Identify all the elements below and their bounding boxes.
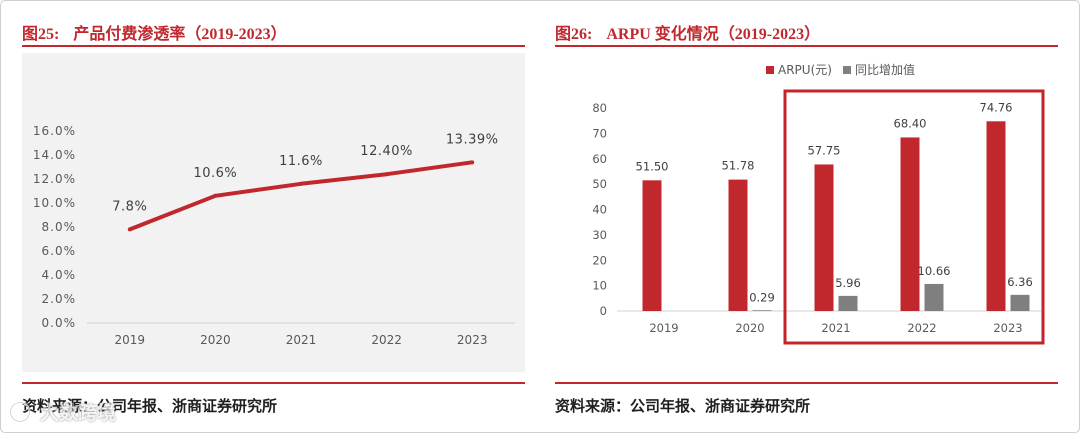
x-tick-label: 2023 bbox=[993, 321, 1022, 335]
figure-25-label: 图25: bbox=[22, 26, 60, 43]
y-tick-label: 30 bbox=[592, 228, 607, 242]
y-tick-label: 70 bbox=[592, 126, 607, 140]
arpu-bar bbox=[728, 179, 748, 311]
penetration-data-point bbox=[470, 160, 475, 165]
figure-25-title-rule bbox=[22, 45, 525, 47]
y-tick-label: 0 bbox=[600, 304, 607, 318]
y-tick-label: 14.0% bbox=[33, 148, 76, 162]
penetration-data-label: 10.6% bbox=[193, 166, 237, 181]
y-tick-label: 40 bbox=[592, 203, 607, 217]
y-tick-label: 2.0% bbox=[42, 292, 77, 306]
arpu-data-label: 57.75 bbox=[808, 143, 841, 157]
x-tick-label: 2020 bbox=[200, 333, 231, 347]
x-tick-label: 2022 bbox=[371, 333, 402, 347]
x-tick-label: 2021 bbox=[286, 333, 317, 347]
arpu-bar bbox=[814, 164, 834, 311]
y-tick-label: 0.0% bbox=[42, 316, 77, 330]
penetration-series-line bbox=[129, 160, 473, 232]
figure-25-title-text: 产品付费渗透率（2019-2023） bbox=[73, 26, 287, 43]
y-tick-label: 10.0% bbox=[33, 196, 76, 210]
y-tick-label: 16.0% bbox=[33, 124, 76, 138]
figure-25-panel: 图25: 产品付费渗透率（2019-2023） 0.0% 2.0% 4.0% 6.0% 8… bbox=[22, 1, 525, 432]
yoy-increase-data-label: 6.36 bbox=[1007, 275, 1033, 289]
y-tick-label: 20 bbox=[592, 253, 607, 267]
penetration-data-label: 13.39% bbox=[446, 132, 499, 147]
yoy-increase-data-label: 5.96 bbox=[835, 276, 861, 290]
x-tick-label: 2020 bbox=[735, 321, 764, 335]
penetration-chart-area: 0.0% 2.0% 4.0% 6.0% 8.0% 10.0% 12.0% 14.0% 16.0%… bbox=[22, 53, 525, 372]
arpu-chart-area: 0 10 20 30 40 50 60 70 80 2019 2020 2021 2022 2023 51.… bbox=[555, 53, 1058, 372]
arpu-bar bbox=[986, 121, 1006, 311]
figure-26-source-rule bbox=[555, 382, 1058, 384]
figure-25-source: 资料来源：公司年报、浙商证券研究所 bbox=[22, 399, 278, 415]
yoy-increase-bar bbox=[1010, 294, 1030, 311]
penetration-data-label: 12.40% bbox=[360, 144, 413, 159]
x-tick-label: 2021 bbox=[821, 321, 850, 335]
yoy-increase-bar bbox=[924, 283, 944, 311]
x-tick-label: 2019 bbox=[649, 321, 678, 335]
y-tick-label: 6.0% bbox=[42, 244, 77, 258]
figure-26-title-rule bbox=[555, 45, 1058, 47]
arpu-data-label: 51.78 bbox=[722, 159, 755, 173]
legend-item-arpu: ARPU(元) bbox=[766, 63, 832, 77]
y-tick-label: 60 bbox=[592, 152, 607, 166]
figure-26-title: 图26: ARPU 变化情况（2019-2023） bbox=[555, 20, 821, 43]
x-tick-label: 2022 bbox=[907, 321, 936, 335]
penetration-data-label: 7.8% bbox=[112, 199, 147, 214]
penetration-data-point bbox=[127, 227, 132, 232]
yoy-increase-bar bbox=[838, 295, 858, 311]
legend-swatch-arpu bbox=[766, 66, 774, 74]
arpu-data-label: 51.50 bbox=[636, 159, 669, 173]
highlight-box-2021-2023 bbox=[783, 89, 1045, 345]
arpu-bar bbox=[900, 137, 920, 311]
legend-label-arpu: ARPU(元) bbox=[778, 63, 832, 77]
penetration-data-point bbox=[299, 181, 303, 186]
penetration-data-label: 11.6% bbox=[279, 154, 323, 169]
penetration-data-point bbox=[384, 172, 389, 177]
figure-26-panel: 图26: ARPU 变化情况（2019-2023） 0 10 20 30 40 50 60 70… bbox=[555, 1, 1058, 432]
figure-26-label: 图26: bbox=[555, 26, 593, 43]
x-tick-label: 2019 bbox=[115, 333, 146, 347]
penetration-line-chart: 0.0% 2.0% 4.0% 6.0% 8.0% 10.0% 12.0% 14.0% 16.0%… bbox=[33, 124, 515, 347]
arpu-data-label: 74.76 bbox=[980, 100, 1013, 114]
y-tick-label: 80 bbox=[592, 101, 607, 115]
penetration-data-point bbox=[213, 193, 218, 198]
y-tick-label: 50 bbox=[592, 177, 607, 191]
legend-item-yoy-increase: 同比增加值 bbox=[843, 62, 915, 77]
yoy-increase-data-label: 10.66 bbox=[918, 264, 951, 278]
y-tick-label: 10 bbox=[592, 279, 607, 293]
y-tick-label: 12.0% bbox=[33, 172, 76, 186]
arpu-bar bbox=[642, 180, 662, 311]
legend-swatch-yoy-increase bbox=[843, 66, 851, 74]
yoy-increase-bar bbox=[752, 310, 772, 311]
y-tick-label: 8.0% bbox=[42, 220, 77, 234]
legend-label-yoy-increase: 同比增加值 bbox=[855, 62, 915, 77]
figure-25-source-rule bbox=[22, 382, 525, 384]
arpu-bar-chart: 0 10 20 30 40 50 60 70 80 2019 2020 2021 2022 2023 51.… bbox=[592, 62, 1045, 345]
y-tick-label: 4.0% bbox=[42, 268, 77, 282]
yoy-increase-data-label: 0.29 bbox=[749, 290, 775, 304]
figure-26-title-text: ARPU 变化情况（2019-2023） bbox=[606, 26, 821, 43]
figure-25-title: 图25: 产品付费渗透率（2019-2023） bbox=[22, 20, 287, 43]
arpu-data-label: 68.40 bbox=[894, 116, 927, 130]
x-tick-label: 2023 bbox=[457, 333, 488, 347]
figure-26-source: 资料来源：公司年报、浙商证券研究所 bbox=[555, 399, 811, 415]
